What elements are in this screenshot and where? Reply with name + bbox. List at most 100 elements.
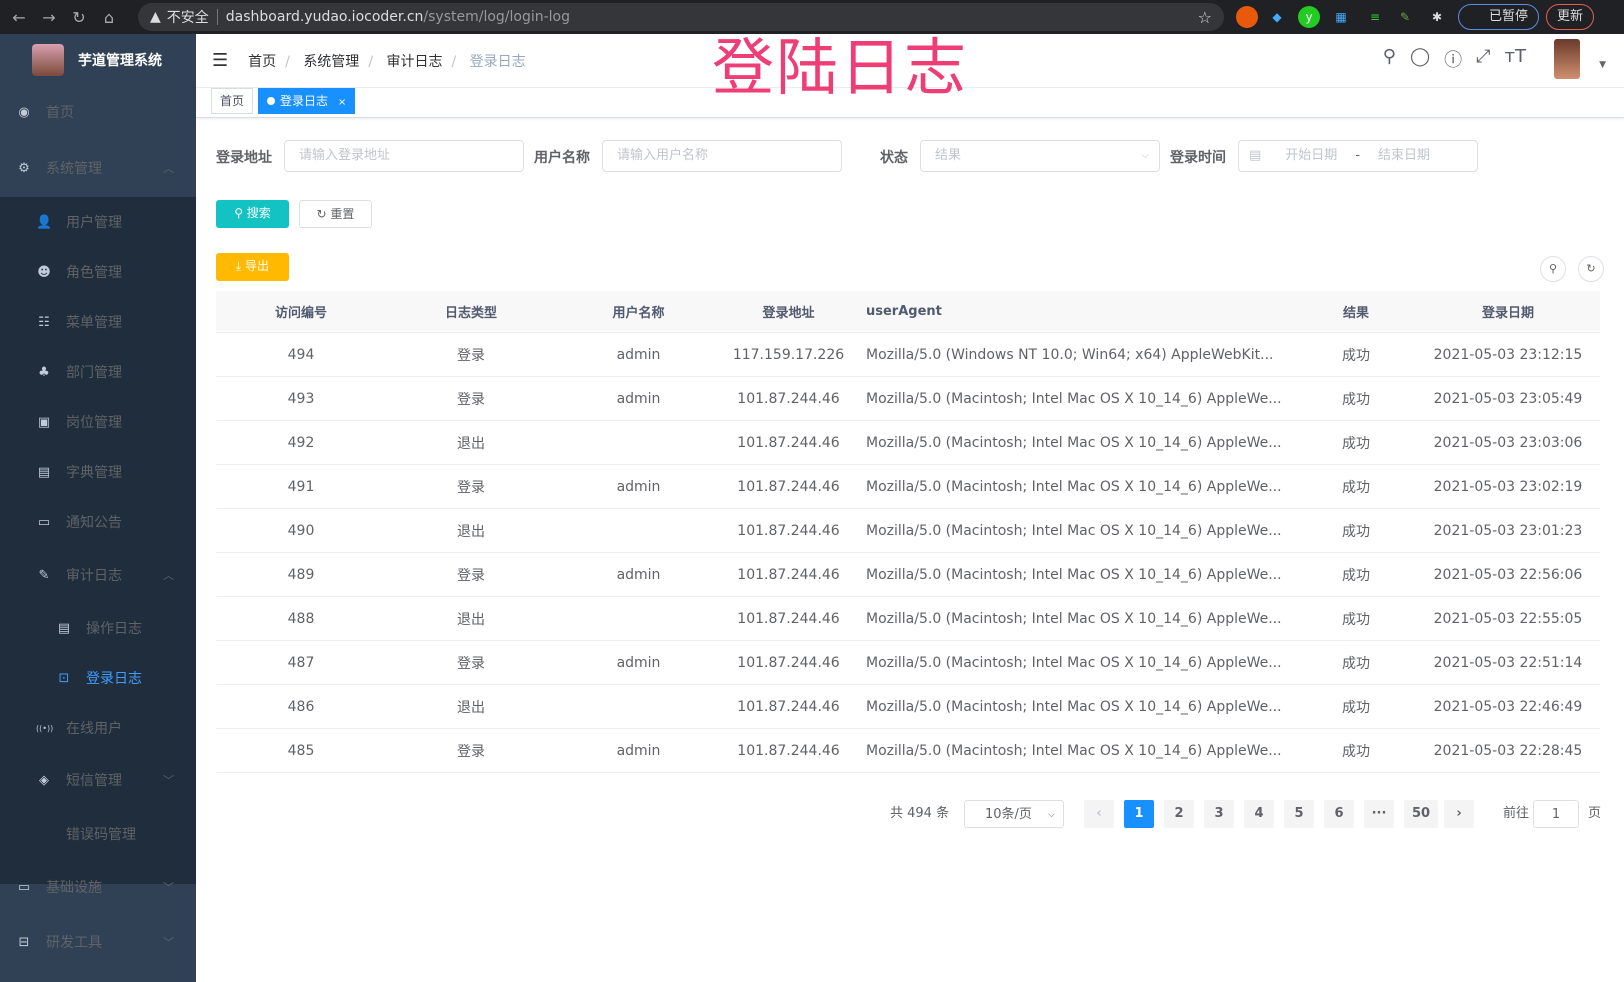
- page-size-select[interactable]: 10条/页 ⌵: [964, 800, 1064, 828]
- back-icon[interactable]: ←: [12, 7, 26, 27]
- username-input[interactable]: 请输入用户名称: [602, 140, 842, 172]
- sidebar-item-15[interactable]: ▭ 基础设施 ﹀: [0, 862, 196, 912]
- sidebar-item-16[interactable]: ⊟ 研发工具 ﹀: [0, 917, 196, 967]
- toggle-search-icon[interactable]: ⚲: [1540, 256, 1566, 282]
- fullscreen-icon[interactable]: ⤢: [1476, 46, 1491, 67]
- sidebar-item-6[interactable]: ▣ 岗位管理: [0, 397, 196, 447]
- star-icon[interactable]: ☆: [1197, 7, 1212, 27]
- search-icon[interactable]: ⚲: [1382, 46, 1396, 67]
- page-button[interactable]: 3: [1204, 800, 1234, 828]
- tag-login-log[interactable]: 登录日志 ×: [258, 88, 356, 114]
- sidebar-item-1[interactable]: ⚙ 系统管理 ︿: [0, 143, 196, 193]
- status-select[interactable]: 结果 ⌵: [920, 140, 1160, 172]
- sidebar-item-label: 角色管理: [66, 265, 122, 281]
- column-header: 结果: [1342, 306, 1369, 321]
- reload-icon[interactable]: ↻: [72, 7, 86, 27]
- extension-icon[interactable]: ✎: [1399, 10, 1411, 24]
- extension-icon[interactable]: [1236, 6, 1258, 28]
- forward-icon[interactable]: →: [42, 7, 56, 27]
- puzzle-icon[interactable]: ✱: [1431, 10, 1443, 24]
- extension-icon[interactable]: ≡: [1369, 10, 1381, 24]
- column-header: 登录地址: [762, 306, 815, 321]
- tag-home[interactable]: 首页: [211, 88, 254, 114]
- page-button[interactable]: ···: [1364, 800, 1394, 828]
- table-row[interactable]: 487 登录 admin 101.87.244.46 Mozilla/5.0 (Maci…: [216, 641, 1600, 685]
- table-cell: 494: [287, 346, 315, 363]
- table-cell: admin: [616, 390, 661, 407]
- sidebar-item-7[interactable]: ▤ 字典管理: [0, 447, 196, 497]
- extension-icon[interactable]: ▦: [1335, 10, 1347, 24]
- table-row[interactable]: 492 退出 101.87.244.46 Mozilla/5.0 (Macintosh…: [216, 421, 1600, 465]
- table-row[interactable]: 488 退出 101.87.244.46 Mozilla/5.0 (Macintosh…: [216, 597, 1600, 641]
- sidebar-item-3[interactable]: ☻ 角色管理: [0, 247, 196, 297]
- table-cell: admin: [616, 478, 661, 495]
- question-icon[interactable]: ⓘ: [1444, 50, 1463, 71]
- address-bar[interactable]: ▲ 不安全 dashboard.yudao.iocoder.cn/system/…: [138, 3, 1224, 31]
- home-icon[interactable]: ⌂: [103, 7, 115, 27]
- header-tools: ⚲ ◯ ⓘ ⤢ ᴛT: [1383, 46, 1526, 72]
- sidebar-item-14[interactable]: 错误码管理: [0, 809, 196, 859]
- export-button[interactable]: ⤓ 导出: [216, 253, 289, 281]
- ip-input[interactable]: 请输入登录地址: [284, 140, 524, 172]
- page-button[interactable]: 4: [1244, 800, 1274, 828]
- log-icon: ✎: [38, 567, 50, 583]
- table-row[interactable]: 489 登录 admin 101.87.244.46 Mozilla/5.0 (Maci…: [216, 553, 1600, 597]
- sidebar-item-label: 登录日志: [86, 671, 142, 687]
- table-cell: admin: [616, 346, 661, 363]
- sidebar-logo[interactable]: 芋道管理系统: [0, 34, 196, 86]
- next-page-button[interactable]: ›: [1444, 800, 1474, 828]
- sidebar-item-4[interactable]: ☷ 菜单管理: [0, 297, 196, 347]
- caret-down-icon[interactable]: ▼: [1599, 60, 1606, 70]
- profile-button[interactable]: 已暂停: [1458, 4, 1540, 30]
- avatar[interactable]: [1554, 39, 1580, 79]
- close-icon[interactable]: ×: [337, 97, 347, 108]
- font-size-icon[interactable]: ᴛT: [1504, 46, 1526, 67]
- table-row[interactable]: 493 登录 admin 101.87.244.46 Mozilla/5.0 (Maci…: [216, 377, 1600, 421]
- table-row[interactable]: 486 退出 101.87.244.46 Mozilla/5.0 (Macintosh…: [216, 685, 1600, 729]
- goto-page-input[interactable]: 1: [1533, 800, 1579, 828]
- table-cell: 493: [287, 390, 315, 407]
- table-row[interactable]: 485 登录 admin 101.87.244.46 Mozilla/5.0 (Maci…: [216, 729, 1600, 773]
- table-cell: Mozilla/5.0 (Macintosh; Intel Mac OS X 1…: [866, 698, 1282, 715]
- reset-button[interactable]: ↻ 重置: [299, 200, 372, 228]
- sidebar-item-label: 通知公告: [66, 515, 122, 531]
- extension-icon[interactable]: ◆: [1272, 10, 1282, 24]
- page-button[interactable]: 2: [1164, 800, 1194, 828]
- tool-icon: ⊟: [18, 934, 30, 950]
- page-button[interactable]: 1: [1124, 800, 1154, 828]
- column-header: 访问编号: [274, 306, 327, 321]
- github-icon[interactable]: ◯: [1409, 46, 1431, 67]
- overlay-title: 登陆日志: [712, 31, 969, 104]
- login-log-table: 访问编号 日志类型 用户名称 登录地址 userAgent 结果 登录日期 494 登录 adm…: [216, 291, 1600, 773]
- user-icon: 👤: [36, 214, 53, 230]
- extension-icon[interactable]: y: [1298, 6, 1320, 28]
- search-button[interactable]: ⚲ 搜索: [216, 200, 289, 228]
- sidebar-item-2[interactable]: 👤 用户管理: [0, 197, 196, 247]
- sidebar-item-11[interactable]: ⊡ 登录日志: [0, 653, 196, 703]
- sidebar-item-5[interactable]: ♣ 部门管理: [0, 347, 196, 397]
- sidebar-item-10[interactable]: ▤ 操作日志: [0, 603, 196, 653]
- page-button[interactable]: 50: [1404, 800, 1438, 828]
- message-icon: ▭: [37, 514, 51, 530]
- prev-page-button[interactable]: ‹: [1084, 800, 1114, 828]
- table-cell: 488: [287, 610, 315, 627]
- sidebar-item-13[interactable]: ◈ 短信管理 ﹀: [0, 755, 196, 805]
- table-row[interactable]: 494 登录 admin 117.159.17.226 Mozilla/5.0 (Win…: [216, 333, 1600, 377]
- sidebar-item-0[interactable]: ◉ 首页: [0, 87, 196, 137]
- breadcrumb-item[interactable]: 首页: [248, 53, 277, 70]
- table-header: 访问编号 日志类型 用户名称 登录地址 userAgent 结果 登录日期: [216, 291, 1600, 333]
- page-button[interactable]: 5: [1284, 800, 1314, 828]
- date-range-picker[interactable]: ▤ 开始日期 - 结束日期: [1238, 140, 1478, 172]
- table-cell: 2021-05-03 23:01:23: [1433, 522, 1583, 539]
- table-row[interactable]: 490 退出 101.87.244.46 Mozilla/5.0 (Macintosh…: [216, 509, 1600, 553]
- table-row[interactable]: 491 登录 admin 101.87.244.46 Mozilla/5.0 (Maci…: [216, 465, 1600, 509]
- page-button[interactable]: 6: [1324, 800, 1354, 828]
- sidebar-item-8[interactable]: ▭ 通知公告: [0, 497, 196, 547]
- sidebar-item-9[interactable]: ✎ 审计日志 ︿: [0, 550, 196, 600]
- sidebar-item-label: 在线用户: [66, 721, 122, 737]
- hamburger-icon[interactable]: ☰: [212, 50, 229, 71]
- refresh-icon[interactable]: ↻: [1578, 256, 1604, 282]
- table-cell: Mozilla/5.0 (Windows NT 10.0; Win64; x64…: [866, 346, 1274, 363]
- sidebar-item-12[interactable]: ((•)) 在线用户: [0, 703, 196, 753]
- update-button[interactable]: 更新: [1546, 4, 1595, 30]
